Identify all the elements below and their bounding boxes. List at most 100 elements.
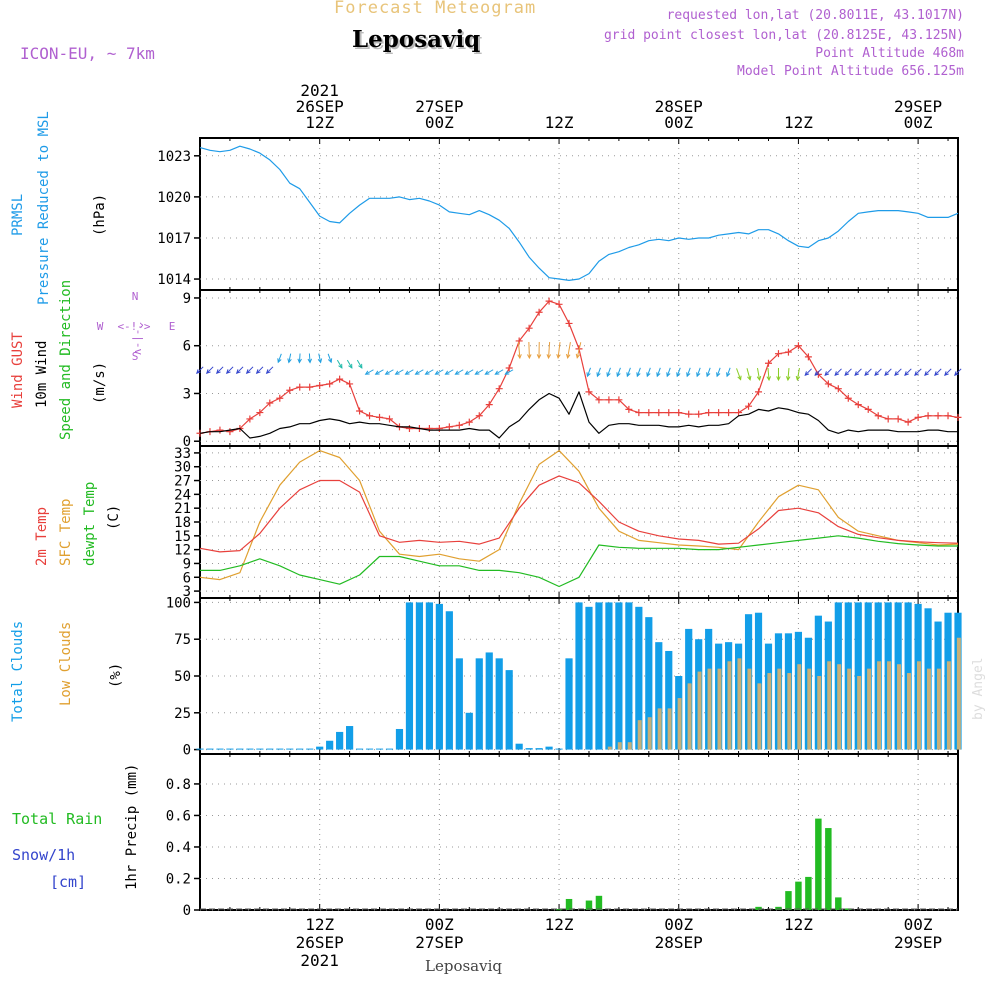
arrow-shaft [676,367,681,377]
wind-direction-arrow-icon [894,368,902,376]
total-cloud-bar [505,670,513,750]
time-label-bottom: 28SEP [655,933,703,952]
gust-marker [655,409,663,417]
panel-frame [199,137,959,291]
gust-marker [884,415,892,423]
arrow-shaft [327,353,332,363]
wind-direction-arrow-icon [277,353,282,364]
arrow-shaft [944,368,952,376]
arrow-head [854,371,860,376]
y-tick-label: 27 [174,474,191,490]
gust-marker [585,388,593,396]
arrow-shaft [365,369,374,375]
arrow-head [696,372,701,378]
precip-bar [555,909,563,911]
arrow-shaft [236,366,244,374]
y-tick-label: 30 [174,460,191,476]
arrow-head [824,371,830,376]
arrow-shaft [435,369,444,375]
temp-unit: (C) [106,505,122,530]
arrow-shaft [767,367,770,381]
total-cloud-bar [236,748,244,750]
arrow-shaft [395,369,404,375]
compass-vertical-arrow: ^-|-v [132,322,145,355]
total-cloud-bar [635,606,643,750]
arrow-head [364,370,370,375]
model-label: ICON-EU, ~ 7km [20,44,155,63]
wind-direction-arrow-icon [454,369,464,375]
gust-marker [246,415,254,423]
time-label-top: 12Z [784,113,813,132]
wind-direction-arrow-icon [245,366,254,374]
arrow-shaft [528,341,530,359]
arrow-head [255,369,261,374]
total-cloud-bar [206,748,214,750]
gust-marker [336,375,344,383]
gust-marker [505,364,513,372]
arrow-head [494,370,500,375]
wind-direction-arrow-icon [646,367,651,378]
arrow-head [444,370,450,375]
arrow-shaft [485,369,494,375]
wind-direction-arrow-icon [504,369,514,375]
arrow-shaft [884,368,892,376]
total-cloud-bar [425,602,433,750]
arrow-head [358,363,363,369]
arrow-head [785,376,791,382]
total-cloud-bar [316,746,324,750]
gust-marker [455,421,463,429]
total-cloud-bar [455,658,463,750]
gust-marker [366,412,374,420]
wind-direction-arrow-icon [374,369,384,375]
y-tick-label: 25 [174,706,191,722]
location-title: Leposaviq [352,26,481,53]
gust-marker [595,396,603,404]
arrow-shaft [914,368,922,376]
arrow-head [384,370,390,375]
wind-direction-arrow-icon [394,369,404,375]
wind-unit: (m/s) [92,362,108,404]
total-cloud-bar [515,743,523,750]
compass-north: N [132,290,139,303]
arrow-shaft [308,353,311,363]
footer-location: Leposaviq [425,957,502,975]
low-cloud-bar [787,673,792,750]
time-label-bottom: 00Z [425,915,454,934]
arrow-shaft [445,369,454,375]
low-cloud-bar [757,683,762,750]
arrow-shaft [375,369,384,375]
low-cloud-bar [797,664,802,750]
arrow-head [556,354,561,360]
total-cloud-bar [535,748,543,750]
low-cloud-bar [907,673,911,750]
gust-marker [924,412,932,420]
precip-bar [815,818,822,910]
watermark: by Angel [971,657,986,720]
y-tick-label: 0 [183,743,191,759]
dewpt-line [200,535,958,588]
y-tick-label: 9 [183,291,191,307]
y-tick-label: 100 [166,595,191,611]
arrow-head [656,372,661,378]
arrow-shaft [455,369,464,375]
arrow-shaft [736,368,742,380]
wind-direction-arrow-icon [346,359,353,369]
arrow-head [716,372,721,378]
arrow-head [374,370,380,375]
wind-direction-arrow-icon [785,367,791,382]
arrow-shaft [696,367,701,377]
precip-bar [785,891,792,910]
snow-label: Snow/1h [12,846,75,864]
arrow-head [914,371,919,376]
time-label-top: 29SEP [894,97,942,116]
gust-marker [765,359,772,367]
arrow-shaft [596,367,601,377]
arrow-shaft [746,368,751,380]
gust-marker [834,385,842,393]
arrow-head [206,369,211,374]
pressure-unit: (hPa) [92,194,108,236]
arrow-head [277,358,282,364]
arrow-head [586,372,591,378]
wind-direction-arrow-icon [196,366,204,374]
total-cloud-bar [645,617,653,750]
